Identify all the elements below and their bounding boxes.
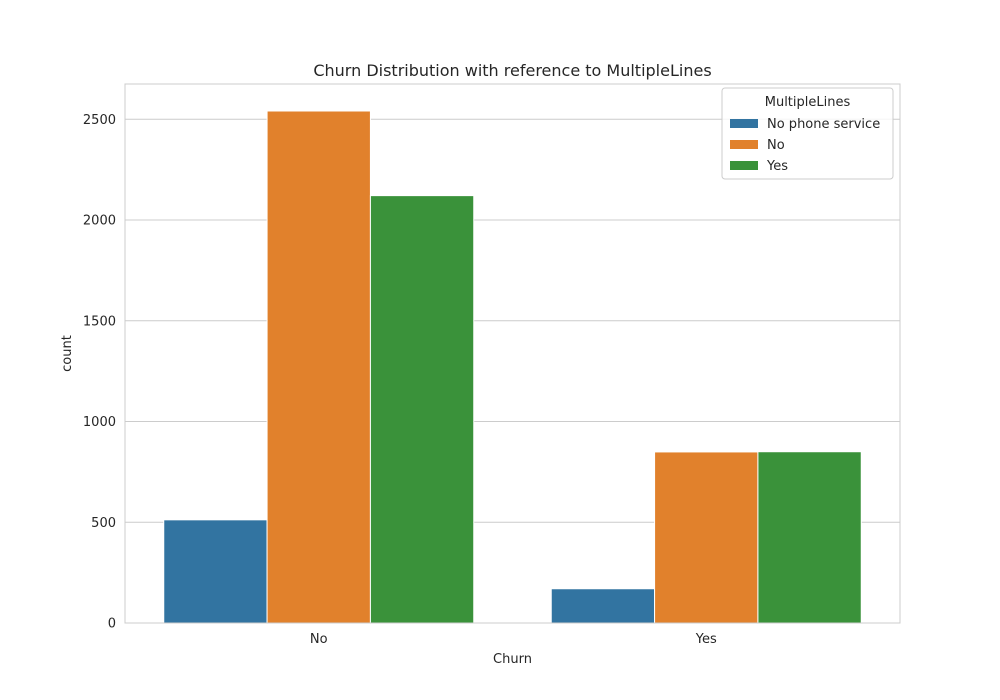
bar xyxy=(757,451,862,624)
bar xyxy=(163,519,268,624)
y-tick-label: 2500 xyxy=(83,113,116,128)
legend-label: No xyxy=(767,138,785,153)
x-axis-title: Churn xyxy=(493,652,532,667)
legend-swatch xyxy=(730,140,758,149)
legend: MultipleLines No phone service No Yes xyxy=(721,87,894,180)
y-tick-label: 2000 xyxy=(83,214,116,229)
legend-items: No phone service No Yes xyxy=(730,117,880,174)
bar xyxy=(550,588,656,624)
bar xyxy=(369,195,475,624)
y-tick-label: 1500 xyxy=(83,314,116,329)
bar xyxy=(266,110,371,624)
y-tick-labels: 0 500 1000 1500 2000 2500 xyxy=(83,113,116,632)
bar xyxy=(654,451,759,624)
chart-title: Churn Distribution with reference to Mul… xyxy=(313,61,711,80)
y-tick-label: 0 xyxy=(108,617,116,632)
plot-frame xyxy=(124,83,901,624)
legend-label: Yes xyxy=(766,159,788,174)
bars xyxy=(163,110,862,624)
y-tick-label: 1000 xyxy=(83,415,116,430)
legend-title: MultipleLines xyxy=(765,95,851,110)
x-tick-labels: No Yes xyxy=(310,632,717,647)
legend-box xyxy=(721,87,894,180)
legend-swatch xyxy=(730,161,758,170)
legend-label: No phone service xyxy=(767,117,880,132)
x-tick-label: Yes xyxy=(695,632,717,647)
y-tick-label: 500 xyxy=(91,516,116,531)
y-axis-title: count xyxy=(60,335,75,372)
legend-swatch xyxy=(730,119,758,128)
x-tick-label: No xyxy=(310,632,328,647)
